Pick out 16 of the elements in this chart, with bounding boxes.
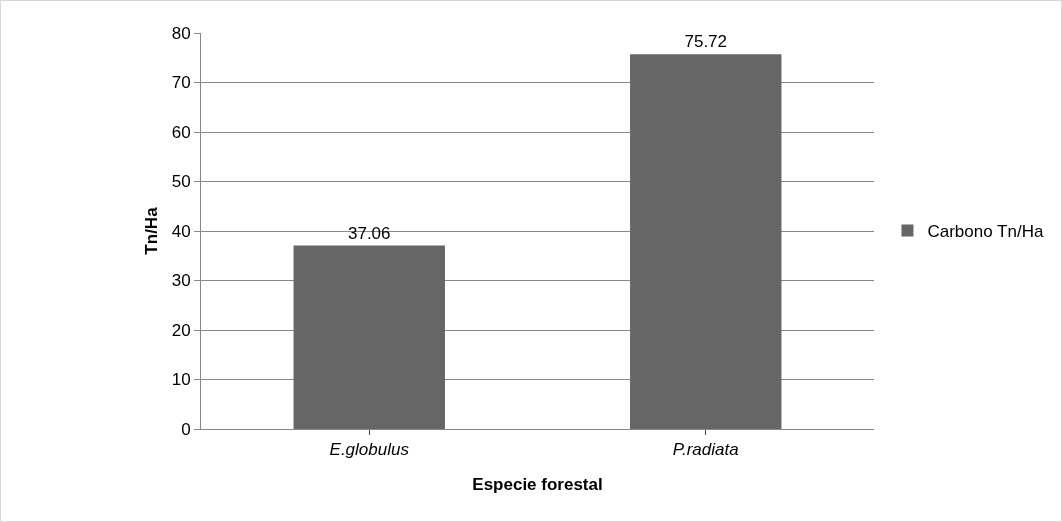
y-tick-label: 10 bbox=[171, 370, 191, 390]
x-tick-label: P.radiata bbox=[672, 440, 739, 460]
x-axis-title: Especie forestal bbox=[472, 475, 603, 494]
y-tick-label: 0 bbox=[181, 419, 191, 439]
data-label: 37.06 bbox=[347, 223, 391, 243]
y-tick-label: 70 bbox=[171, 73, 191, 93]
y-tick-label: 50 bbox=[171, 172, 191, 192]
y-tick-label: 20 bbox=[171, 320, 191, 340]
y-tick-label: 80 bbox=[171, 23, 191, 43]
data-label: 75.72 bbox=[684, 32, 728, 52]
x-tick-label: E.globulus bbox=[329, 440, 410, 460]
legend-label: Carbono Tn/Ha bbox=[927, 222, 1044, 242]
y-tick-label: 30 bbox=[171, 271, 191, 291]
y-tick-label: 40 bbox=[171, 221, 191, 241]
y-tick-label: 60 bbox=[171, 122, 191, 142]
y-axis-title: Tn/Ha bbox=[142, 206, 161, 255]
